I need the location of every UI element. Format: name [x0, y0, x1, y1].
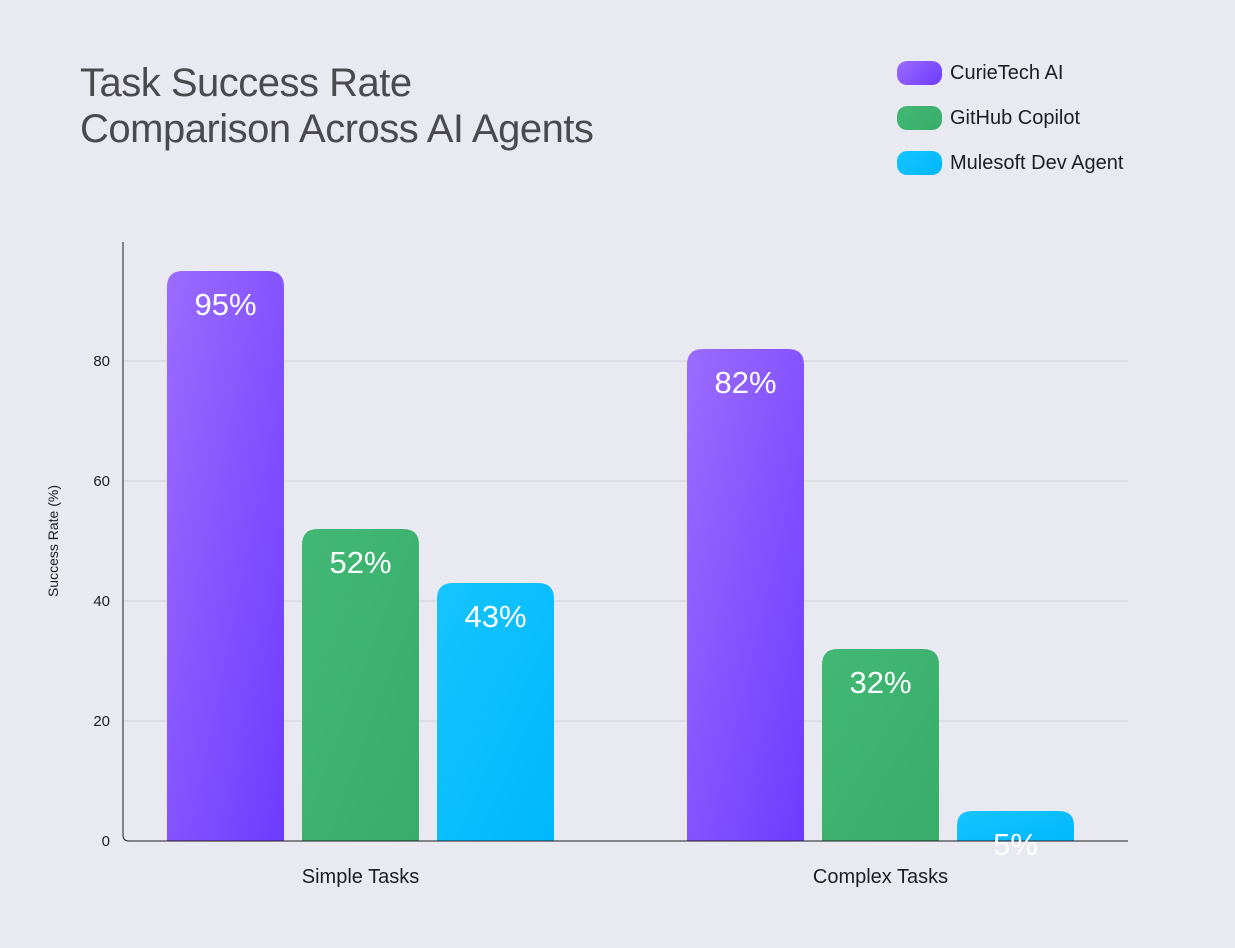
- legend-swatch-github-copilot: [897, 106, 942, 130]
- bar-simple-tasks-github-copilot: [302, 529, 419, 841]
- bar-complex-tasks-mulesoft-dev-agent: [957, 811, 1074, 841]
- bar-value-label: 82%: [714, 365, 776, 400]
- y-tick-label-0: 0: [102, 833, 110, 850]
- legend-label-mulesoft-dev-agent: Mulesoft Dev Agent: [950, 151, 1124, 174]
- bar-value-label: 43%: [464, 599, 526, 634]
- bar-value-label: 5%: [993, 827, 1038, 862]
- bar-complex-tasks-curietech-ai: [687, 349, 804, 841]
- bar-value-label: 95%: [194, 287, 256, 322]
- legend-swatch-mulesoft-dev-agent: [897, 151, 942, 175]
- legend-label-github-copilot: GitHub Copilot: [950, 106, 1081, 129]
- bar-value-label: 32%: [849, 665, 911, 700]
- y-tick-label-60: 60: [93, 473, 110, 490]
- legend-swatch-curietech: [897, 61, 942, 85]
- x-category-label: Complex Tasks: [813, 866, 948, 888]
- bar-value-label: 52%: [329, 545, 391, 580]
- axis-corner: [122, 834, 130, 842]
- axes: [122, 242, 1128, 842]
- chart-title-line-2: Comparison Across AI Agents: [80, 107, 594, 151]
- y-tick-label-80: 80: [93, 353, 110, 370]
- legend-item-curietech: CurieTech AI: [897, 60, 1123, 86]
- legend-label-curietech: CurieTech AI: [950, 61, 1064, 84]
- legend: CurieTech AI GitHub Copilot Mulesoft Dev…: [897, 60, 1123, 195]
- grid-lines: [123, 360, 1128, 722]
- legend-item-mulesoft-dev-agent: Mulesoft Dev Agent: [897, 150, 1123, 176]
- bar-simple-tasks-curietech-ai: [167, 271, 284, 841]
- y-axis-label: Success Rate (%): [45, 485, 61, 597]
- y-tick-label-40: 40: [93, 593, 110, 610]
- bar-simple-tasks-mulesoft-dev-agent: [437, 583, 554, 841]
- bar-complex-tasks-github-copilot: [822, 649, 939, 841]
- chart-title-line-1: Task Success Rate: [80, 61, 412, 105]
- x-category-label: Simple Tasks: [302, 866, 419, 888]
- chart-title: Task Success Rate Comparison Across AI A…: [80, 60, 594, 152]
- legend-item-github-copilot: GitHub Copilot: [897, 105, 1123, 131]
- bars: [167, 271, 1074, 841]
- labels: 0 20 40 60 80 Success Rate (%) 95% 52% 43% Simple…: [45, 287, 1038, 888]
- y-tick-label-20: 20: [93, 713, 110, 730]
